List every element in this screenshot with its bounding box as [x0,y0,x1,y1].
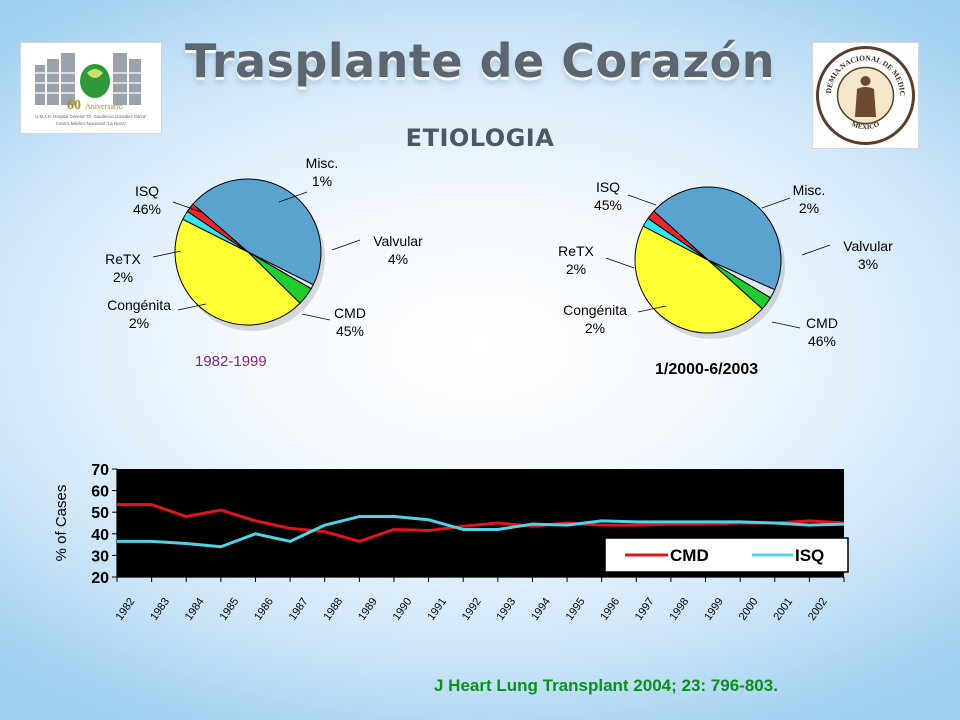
pie-label-misc: Misc. [306,155,339,171]
chart-legend: CMD ISQ [604,537,849,573]
x-tick-label: 1995 [564,596,588,623]
pie-label-misc: Misc. [793,182,826,198]
y-tick-label: 50 [91,505,109,522]
pie-label-cmd: CMD [806,315,838,331]
pie-leader-isq [172,201,202,213]
pie-value-label-congenita: 2% [585,320,605,336]
pie-slice-isq [192,178,322,286]
pie-label-valvular: Valvular [843,238,893,254]
pie-leader-isq [627,194,657,206]
pie-slice-retx [647,210,709,261]
pie-leader-congenita [177,303,207,311]
pie-leader-valvular [801,244,831,256]
pie-value-label-congenita: 2% [129,315,149,331]
x-tick-label: 1991 [425,596,449,623]
y-axis-label: % of Cases [53,485,70,562]
pie-slice-cmd [174,218,301,326]
pie-value-label-cmd: 46% [808,333,836,349]
pie-label-congenita: Congénita [563,302,627,318]
y-tick-label: 70 [91,462,109,479]
pie-value-label-valvular: 4% [388,251,408,267]
pie-slice-isq [653,186,782,291]
y-tick-label: 40 [91,527,109,544]
x-tick-label: 1989 [356,596,380,623]
x-tick-label: 1983 [148,596,172,623]
x-tick-label: 2001 [771,596,795,623]
medical-center-name: Centro Médico Nacional "La Raza" [56,121,127,126]
pie-value-label-valvular: 3% [858,256,878,272]
x-tick-label: 1986 [252,596,276,623]
pie-label-isq: ISQ [135,183,159,199]
pie-label-cmd: CMD [334,305,366,321]
x-tick-label: 1996 [598,596,622,623]
pie-leader-retx [152,250,182,258]
pie-leader-valvular [331,239,361,251]
line-chart: 20 30 40 50 60 70 % of Cases 1982 1983 1984 1985 19… [53,462,849,623]
pie-chart-1: ISQ 46% Misc. 1% Valvular 4% CMD 45% Congénita 2%… [105,155,423,370]
y-tick-label: 20 [91,570,109,587]
pie-leader-retx [605,257,635,269]
pie-label-congenita: Congénita [107,297,171,313]
x-tick-label: 1990 [391,596,415,623]
academy-seal-logo: ACADEMIA NACIONAL DE MEDICINA MÉXICO [810,36,919,149]
pie-slice-cmd [634,225,763,334]
pie-value-label-isq: 46% [133,201,161,217]
series-line-cmd [117,503,845,543]
etiology-trend-line-chart: 20 30 40 50 60 70 % of Cases 1982 1983 1984 1985 19… [53,462,849,623]
y-tick-label: 30 [91,548,109,565]
x-tick-label: 1994 [529,596,553,623]
x-tick-label: 1999 [702,596,726,623]
pie-value-label-misc: 1% [312,173,332,189]
x-tick-label: 1993 [494,596,518,623]
x-tick-label: 1984 [183,596,207,623]
pie-label-retx: ReTX [558,243,594,259]
x-tick-label: 1987 [287,596,311,623]
pie-chart-2: ISQ 45% Misc. 2% Valvular 3% CMD 46% Congénita 2%… [558,179,893,378]
anniversary-number: 60 [67,98,81,113]
x-tick-label: 1985 [217,596,241,623]
pie-label-retx: ReTX [105,251,141,267]
hospital-logo: 60 Aniversario U.M.A.E. Hospital General… [20,42,162,134]
pie-period-label: 1982-1999 [195,353,267,370]
pie-leader-cmd [771,321,801,329]
y-tick-label: 60 [91,484,109,501]
slide-subtitle: ETIOLOGIA [405,124,555,152]
pie-leader-misc [278,191,308,203]
x-tick-label: 2000 [737,596,761,623]
pie-leader-misc [761,197,791,209]
etiology-pie-charts: ISQ 46% Misc. 1% Valvular 4% CMD 45% Congénita 2%… [105,155,893,378]
pie-value-label-misc: 2% [799,200,819,216]
svg-text:MÉXICO: MÉXICO [850,120,881,131]
academy-country: MÉXICO [850,120,881,131]
x-tick-label: 1998 [668,596,692,623]
hospital-name: U.M.A.E. Hospital General "Dr. Gaudencio… [35,114,147,119]
pie-value-label-isq: 45% [594,197,622,213]
x-tick-label: 2002 [806,596,830,623]
citation-reference: J Heart Lung Transplant 2004; 23: 796-80… [434,676,778,695]
pie-value-label-retx: 2% [566,261,586,277]
x-tick-label: 1982 [114,596,138,623]
pie-value-label-cmd: 45% [336,323,364,339]
pie-value-label-retx: 2% [113,269,133,285]
x-tick-label: 1992 [460,596,484,623]
pie-label-valvular: Valvular [373,233,423,249]
pie-leader-congenita [637,305,667,313]
pie-period-label: 1/2000-6/2003 [655,361,758,378]
slide-title: Trasplante de Corazón [185,34,775,88]
legend-label-cmd: CMD [670,546,709,565]
series-line-isq [117,515,845,549]
pie-leader-cmd [301,313,331,321]
x-tick-label: 1997 [633,596,657,623]
anniversary-label: Aniversario [85,102,123,111]
legend-label-isq: ISQ [795,546,824,565]
pie-label-isq: ISQ [596,179,620,195]
x-tick-label: 1988 [321,596,345,623]
